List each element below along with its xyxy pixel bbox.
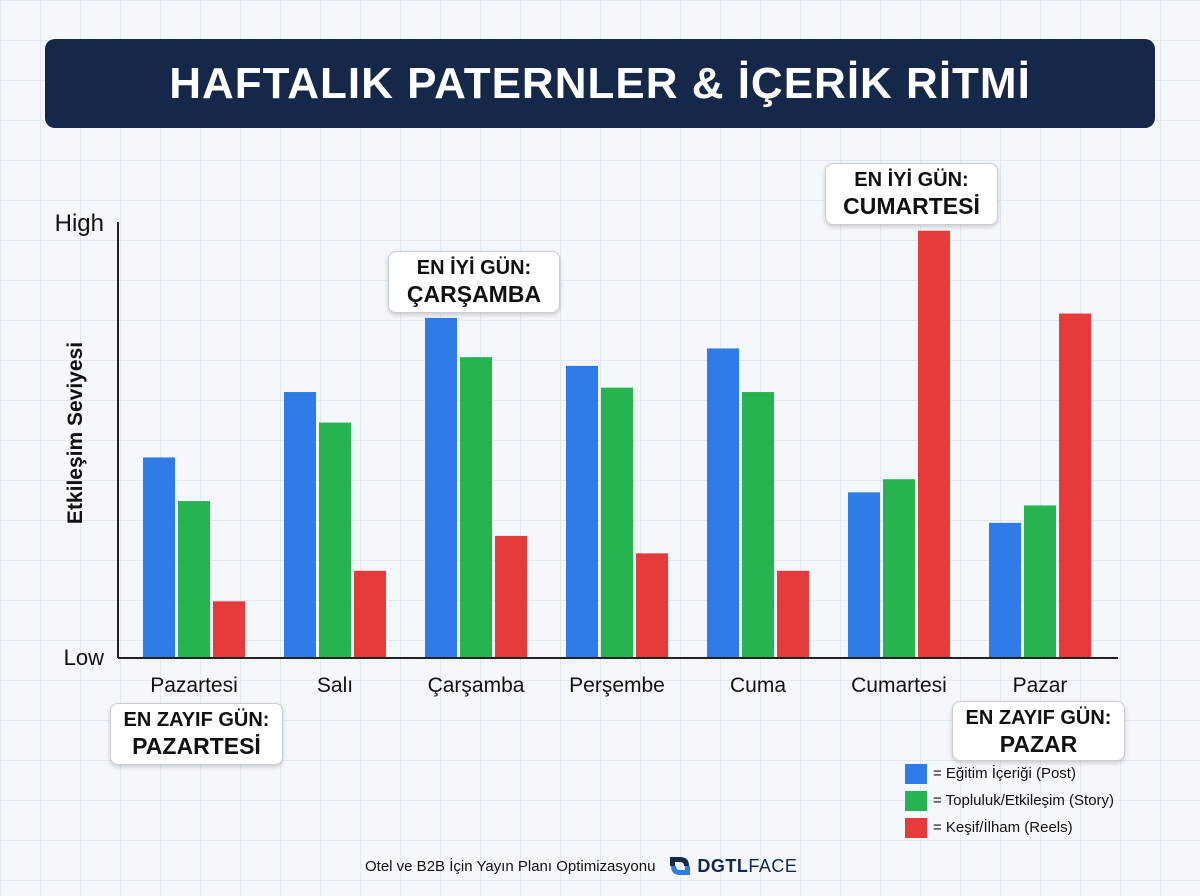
callout-line2: ÇARŞAMBA [406,281,542,307]
x-tick-label: Cumartesi [851,674,947,697]
bar-reels-5 [918,230,950,658]
y-axis-label: Etkileşim Seviyesi [64,342,87,524]
x-tick-label: Perşembe [569,674,665,697]
bar-post-4 [707,348,739,658]
bar-reels-3 [636,553,668,658]
callout-line1: EN İYİ GÜN: [416,257,532,279]
bars-group [143,230,1091,658]
chart-title: HAFTALIK PATERNLER & İÇERİK RİTMİ [169,58,1031,108]
bar-story-1 [319,422,351,658]
brand-logo: DGTLFACE [667,853,797,879]
legend-label: = Keşif/İlham (Reels) [933,819,1073,836]
x-tick-label: Çarşamba [428,674,525,697]
bar-reels-1 [354,570,386,658]
callout-line1: EN ZAYIF GÜN: [123,709,270,731]
x-tick-label: Pazartesi [150,674,238,697]
callout-line2: PAZAR [999,731,1078,757]
legend-label: = Topluluk/Etkileşim (Story) [933,792,1115,809]
bar-reels-2 [495,535,527,658]
bar-post-3 [566,365,598,658]
callout-weakest-sunday: EN ZAYIF GÜN: PAZAR [952,701,1125,761]
bar-post-0 [143,457,175,658]
footer-text: Otel ve B2B İçin Yayın Planı Optimizasyo… [365,857,656,875]
legend-item-story: = Topluluk/Etkileşim (Story) [905,787,1114,814]
bar-story-0 [178,501,210,658]
x-tick-label: Cuma [730,674,786,697]
bar-reels-4 [777,570,809,658]
x-tick-labels: Pazartesi Salı Çarşamba Perşembe Cuma Cumarte… [150,674,1067,697]
brand-mark-icon [670,857,691,875]
bar-reels-0 [213,601,245,658]
bar-story-3 [601,387,633,658]
bar-post-2 [425,317,457,658]
title-banner: HAFTALIK PATERNLER & İÇERİK RİTMİ [45,39,1155,128]
bar-story-4 [742,392,774,658]
bar-story-5 [883,479,915,658]
callout-best-saturday: EN İYİ GÜN: CUMARTESİ [825,163,998,225]
callout-line2: CUMARTESİ [843,193,980,219]
legend-swatch [905,817,927,838]
callout-line1: EN ZAYIF GÜN: [965,707,1112,729]
bar-reels-6 [1059,313,1091,658]
footer: Otel ve B2B İçin Yayın Planı Optimizasyo… [365,850,797,882]
bar-post-1 [284,392,316,658]
bar-post-6 [989,522,1021,658]
legend: = Eğitim İçeriği (Post) = Topluluk/Etkil… [905,760,1114,841]
brand-name-bold: DGTL [697,855,749,876]
legend-label: = Eğitim İçeriği (Post) [933,765,1076,782]
bar-story-2 [460,357,492,658]
legend-item-post: = Eğitim İçeriği (Post) [905,760,1114,787]
legend-item-reels: = Keşif/İlham (Reels) [905,814,1114,841]
callout-line2: PAZARTESİ [132,733,261,759]
y-tick-high: High [55,210,104,237]
x-tick-label: Pazar [1013,674,1068,697]
x-tick-label: Salı [317,674,353,697]
legend-swatch [905,790,927,811]
brand-name-light: FACE [748,855,798,876]
callout-weakest-monday: EN ZAYIF GÜN: PAZARTESİ [110,703,283,765]
brand-name: DGTLFACE [697,856,797,877]
y-tick-low: Low [64,645,104,670]
bar-story-6 [1024,505,1056,658]
legend-swatch [905,763,927,784]
callout-best-wednesday: EN İYİ GÜN: ÇARŞAMBA [388,251,560,313]
callout-line1: EN İYİ GÜN: [854,169,969,191]
bar-post-5 [848,492,880,658]
